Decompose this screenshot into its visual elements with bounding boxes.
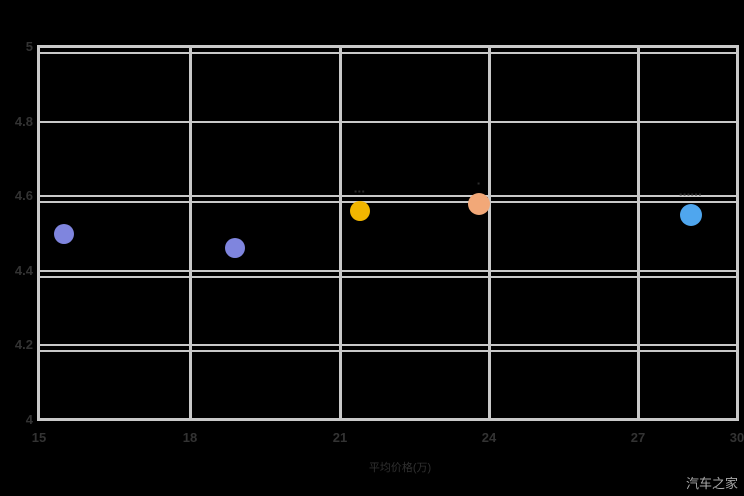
plot-border-bottom xyxy=(37,418,739,421)
scatter-dot[interactable] xyxy=(468,192,491,215)
grid-line-h xyxy=(40,195,736,198)
x-axis-title: 平均价格(万) xyxy=(368,462,432,474)
grid-line-h-echo xyxy=(40,201,736,204)
scatter-dot[interactable] xyxy=(54,223,75,244)
grid-line-h-echo xyxy=(40,52,736,54)
grid-line-h-echo xyxy=(40,350,736,353)
plot-border-left xyxy=(37,45,40,421)
grid-line-v xyxy=(339,45,342,421)
grid-line-h xyxy=(40,344,736,347)
dot-label: ▪ xyxy=(477,178,481,188)
grid-line-h-echo xyxy=(40,275,736,278)
plot-border-top xyxy=(37,45,739,48)
scatter-dot[interactable] xyxy=(679,203,702,226)
y-tick-label: 4.8 xyxy=(14,113,33,129)
grid-line-h xyxy=(40,120,736,123)
y-tick-label: 4.4 xyxy=(14,262,33,278)
dot-label: ▪▪▪ xyxy=(354,187,366,197)
grid-line-v xyxy=(637,45,640,421)
x-tick-label: 30 xyxy=(729,430,744,445)
watermark-autohome: 汽车之家 xyxy=(685,476,738,491)
x-tick-label: 24 xyxy=(481,430,497,445)
x-tick-label: 27 xyxy=(630,430,646,445)
x-tick-label: 15 xyxy=(31,430,47,445)
y-tick-label: 4.6 xyxy=(14,188,33,204)
scatter-dot[interactable] xyxy=(349,201,370,222)
dot-label: ▪▪▪▪▪▪ xyxy=(679,189,703,199)
scatter-dot[interactable] xyxy=(225,238,245,259)
grid-line-v xyxy=(488,45,491,421)
grid-line-v xyxy=(189,45,192,421)
y-tick-label: 5 xyxy=(25,39,33,54)
x-tick-label: 21 xyxy=(332,430,348,445)
plot-border-right xyxy=(736,45,739,421)
grid-line-h xyxy=(40,269,736,272)
y-tick-label: 4 xyxy=(25,412,33,427)
x-tick-label: 18 xyxy=(182,430,198,445)
y-tick-label: 4.2 xyxy=(14,337,33,353)
